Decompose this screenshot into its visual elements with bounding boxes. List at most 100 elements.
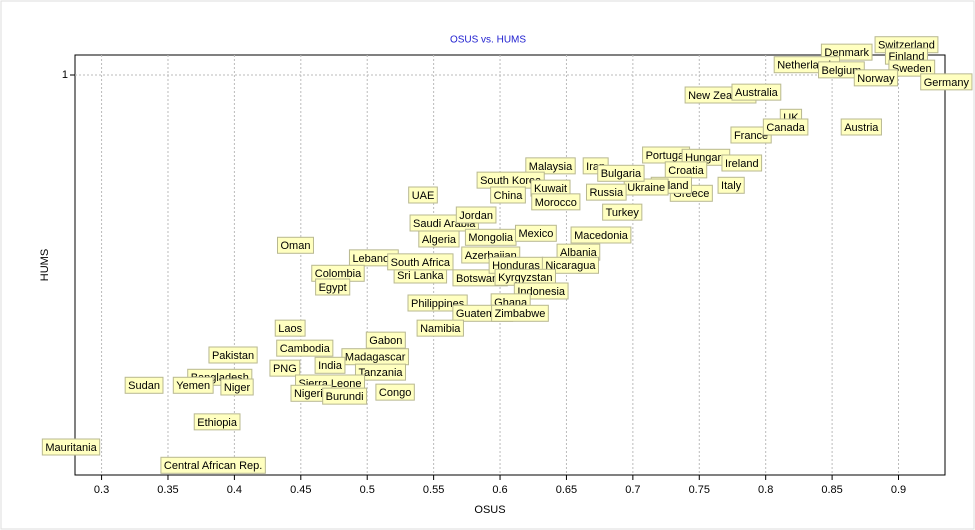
point-label: PNG	[273, 363, 297, 375]
point-label: Kuwait	[534, 183, 567, 195]
point-label-box	[455, 206, 497, 224]
point-label: Morocco	[535, 197, 577, 209]
point-label-box	[731, 83, 782, 101]
point-label: Madagascar	[345, 352, 406, 364]
point-label: Niger	[224, 382, 251, 394]
point-label: Zimbabwe	[495, 308, 546, 320]
x-tick-label: 0.65	[556, 484, 577, 496]
point-label: Oman	[281, 240, 311, 252]
x-tick-label: 0.9	[891, 484, 906, 496]
point-label-box	[416, 319, 464, 337]
point-label: Austria	[844, 122, 879, 134]
point-label: Portugal	[646, 150, 687, 162]
point-label-box	[570, 226, 632, 244]
x-tick-label: 0.45	[290, 484, 311, 496]
point-label-box	[721, 154, 763, 172]
point-label: UAE	[412, 190, 435, 202]
point-label-box	[276, 339, 334, 357]
point-label-box	[208, 346, 258, 364]
point-label: Botswana	[456, 273, 505, 285]
point-label: Sudan	[128, 380, 160, 392]
point-label-box	[365, 331, 406, 349]
point-label: Mauritania	[45, 442, 97, 454]
point-label: France	[734, 130, 768, 142]
point-label: Algeria	[422, 234, 457, 246]
point-label: Sweden	[892, 63, 932, 75]
point-label-box	[220, 378, 254, 396]
point-label-box	[322, 387, 368, 405]
x-tick-label: 0.8	[758, 484, 773, 496]
point-label: Hungary	[685, 152, 727, 164]
point-label-box	[602, 203, 643, 221]
point-label-box	[762, 118, 809, 136]
point-label: Belgium	[822, 65, 862, 77]
point-label-box	[490, 186, 526, 204]
point-label: Sri Lanka	[397, 270, 444, 282]
point-label-box	[387, 253, 454, 271]
point-label: Namibia	[420, 323, 461, 335]
point-label: Colombia	[315, 268, 362, 280]
point-label-box	[124, 376, 164, 394]
point-label: Turkey	[606, 207, 640, 219]
point-label: Tanzania	[358, 367, 403, 379]
x-tick-label: 0.7	[625, 484, 640, 496]
point-label: Italy	[721, 180, 742, 192]
point-label: Australia	[735, 87, 779, 99]
point-label: Norway	[857, 73, 895, 85]
point-label: Bulgaria	[601, 168, 642, 180]
point-label-box	[820, 43, 873, 61]
point-label-box	[888, 59, 936, 77]
point-label: Malaysia	[529, 161, 573, 173]
point-label: Canada	[766, 122, 805, 134]
point-label-box	[160, 456, 266, 474]
point-label-box	[315, 278, 351, 296]
point-label: Kyrgyzstan	[498, 272, 552, 284]
x-tick-label: 0.6	[492, 484, 507, 496]
point-label: Central African Rep.	[164, 460, 262, 472]
x-axis-label: OSUS	[474, 504, 505, 516]
point-label: Denmark	[824, 47, 869, 59]
point-label-box	[314, 356, 346, 374]
x-tick-label: 0.85	[821, 484, 842, 496]
point-label: Ukraine	[627, 182, 665, 194]
point-label-box	[274, 319, 306, 337]
point-label-box	[277, 236, 314, 254]
point-label: Jordan	[459, 210, 493, 222]
point-label-box	[920, 73, 973, 91]
x-tick-label: 0.5	[360, 484, 375, 496]
x-tick-label: 0.3	[94, 484, 109, 496]
point-label-box	[525, 157, 576, 175]
x-tick-label: 0.4	[227, 484, 242, 496]
point-label-box	[408, 186, 438, 204]
point-label-box	[597, 164, 645, 182]
point-label: Nigeria	[294, 388, 330, 400]
point-label: South Korea	[480, 175, 542, 187]
point-label-box	[193, 413, 241, 431]
x-tick-label: 0.75	[689, 484, 710, 496]
x-tick-label: 0.55	[423, 484, 444, 496]
point-label: Mongolia	[468, 232, 514, 244]
point-label: Laos	[278, 323, 302, 335]
point-label: Ethiopia	[197, 417, 238, 429]
point-label: Yemen	[176, 380, 210, 392]
point-label: Egypt	[319, 282, 347, 294]
y-tick-label: 1	[62, 69, 68, 81]
point-label-box	[541, 256, 600, 274]
point-label: Cambodia	[280, 343, 331, 355]
point-label: Nicaragua	[545, 260, 596, 272]
point-label: Gabon	[369, 335, 402, 347]
chart-title: OSUS vs. HUMS	[450, 35, 526, 46]
point-label-box	[853, 69, 899, 87]
point-label: Pakistan	[212, 350, 254, 362]
point-label: India	[318, 360, 343, 372]
point-label-box	[491, 304, 549, 322]
point-label-box	[717, 176, 745, 194]
point-label-box	[41, 438, 101, 456]
point-label-box	[172, 376, 214, 394]
x-tick-label: 0.35	[157, 484, 178, 496]
point-label: Macedonia	[574, 230, 629, 242]
point-label: Albania	[560, 247, 598, 259]
point-label-box	[514, 224, 557, 242]
point-label-box	[354, 363, 407, 381]
